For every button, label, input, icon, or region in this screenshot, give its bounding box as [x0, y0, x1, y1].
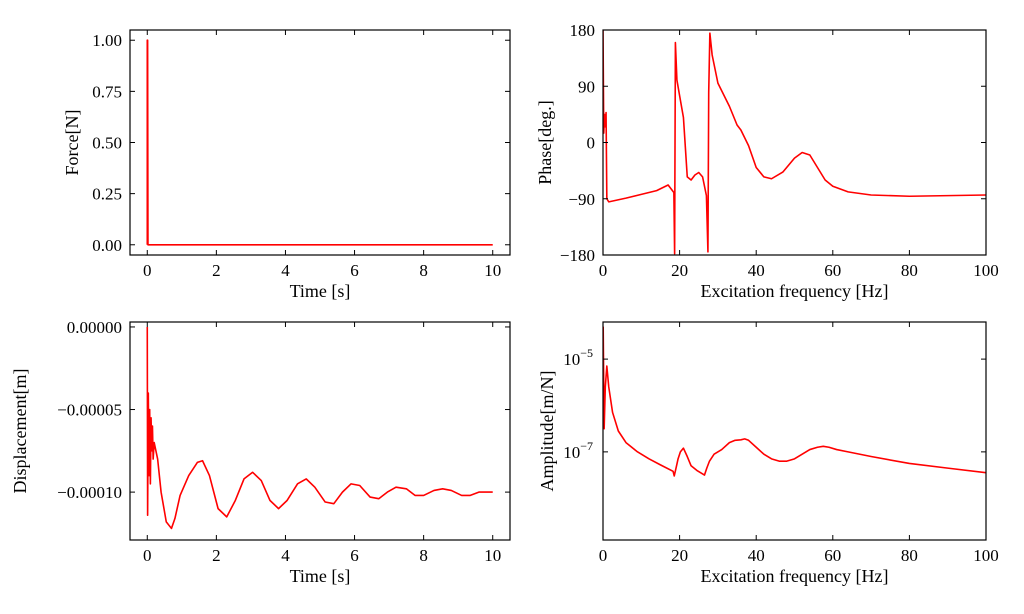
x-tick-label: 8: [419, 261, 428, 280]
y-tick-base: 10: [563, 350, 580, 369]
y-tick-label: 0.50: [92, 134, 122, 153]
y-tick-label: 0: [587, 134, 596, 153]
x-tick-label: 0: [143, 546, 152, 565]
y-axis-label: Force[N]: [62, 110, 82, 176]
y-tick-label: 0.00: [92, 236, 122, 255]
x-tick-label: 40: [748, 261, 765, 280]
x-tick-label: 2: [212, 261, 221, 280]
series-line-phase: [603, 30, 986, 255]
x-tick-label: 80: [901, 261, 918, 280]
x-axis-label: Time [s]: [290, 281, 351, 301]
plot-frame: [602, 29, 987, 256]
x-tick-label: 10: [484, 546, 501, 565]
x-tick-label: 6: [350, 546, 359, 565]
x-axis-label: Time [s]: [290, 566, 351, 586]
chart-panel-phase: 0 20 40 60 80 100 −180 −90 0 90 180 Excitation freq…: [535, 21, 999, 301]
x-tick-label: 100: [973, 546, 999, 565]
x-tick-label: 100: [973, 261, 999, 280]
x-axis-label: Excitation frequency [Hz]: [701, 566, 889, 586]
chart-panel-displacement: 0 2 4 6 8 10 −0.00010 −0.00005 0.00000 Time [s] Di…: [10, 318, 511, 586]
y-tick-label: 0.25: [92, 185, 122, 204]
series-line-displacement: [146, 326, 493, 530]
series-line-amplitude: [603, 326, 986, 477]
y-axis-label: Displacement[m]: [10, 369, 30, 494]
x-tick-label: 60: [824, 546, 841, 565]
x-tick-label: 4: [281, 261, 290, 280]
series-line-force: [146, 39, 493, 246]
x-tick-label: 10: [484, 261, 501, 280]
y-tick-label: −0.00005: [57, 401, 122, 420]
y-tick-label: 0.00000: [67, 318, 122, 337]
plot-frame: [602, 321, 987, 541]
x-tick-label: 20: [671, 261, 688, 280]
y-tick-base: 10: [563, 443, 580, 462]
y-tick-label: −180: [560, 246, 595, 265]
y-tick-label: 180: [570, 21, 596, 40]
y-tick-label: 0.75: [92, 82, 122, 101]
y-tick-label: −0.00010: [57, 483, 122, 502]
plot-frame: [129, 321, 511, 541]
x-tick-label: 40: [748, 546, 765, 565]
y-tick-label: −90: [568, 190, 595, 209]
x-tick-label: 2: [212, 546, 221, 565]
x-tick-label: 80: [901, 546, 918, 565]
y-tick-label: 90: [578, 77, 595, 96]
x-tick-label: 4: [281, 546, 290, 565]
chart-panel-force: 0 2 4 6 8 10 0.00 0.25 0.50 0.75 1.00 Time [s] Force…: [62, 29, 511, 301]
y-tick-label: 1.00: [92, 31, 122, 50]
x-tick-label: 6: [350, 261, 359, 280]
x-tick-label: 60: [824, 261, 841, 280]
y-axis-label: Phase[deg.]: [535, 100, 555, 184]
x-axis-label: Excitation frequency [Hz]: [701, 281, 889, 301]
x-tick-label: 20: [671, 546, 688, 565]
x-tick-label: 0: [599, 546, 608, 565]
x-tick-label: 0: [143, 261, 152, 280]
y-tick-label: 10−7: [563, 439, 593, 462]
y-axis-label: Amplitude[m/N]: [537, 371, 557, 492]
y-tick-exponent: −7: [580, 439, 593, 453]
x-tick-label: 0: [599, 261, 608, 280]
y-tick-exponent: −5: [580, 346, 593, 360]
y-tick-label: 10−5: [563, 346, 593, 369]
x-tick-label: 8: [419, 546, 428, 565]
plot-frame: [129, 29, 511, 256]
